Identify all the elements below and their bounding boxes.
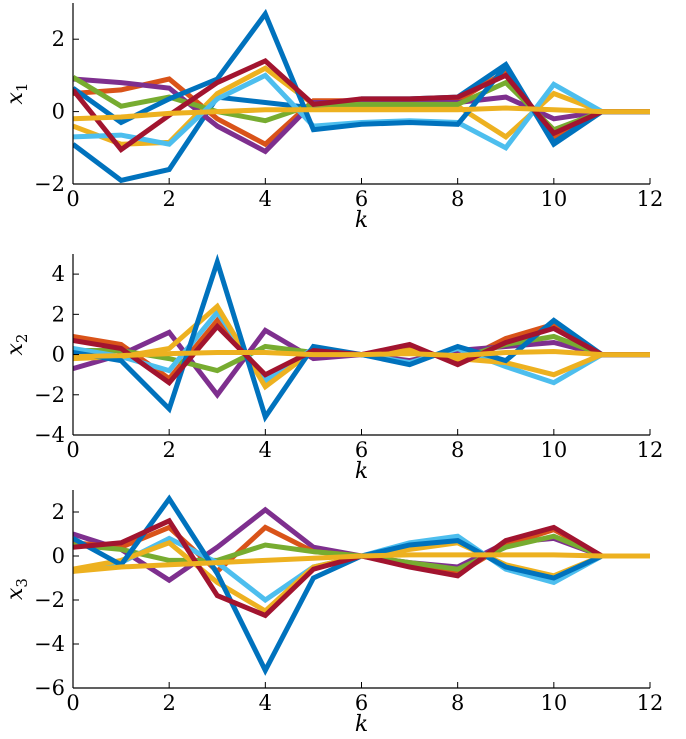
x-tick-label: 2: [162, 438, 175, 462]
x-tick-label: 6: [355, 691, 368, 715]
y-tick-label: 2: [52, 500, 65, 524]
y-tick-label: 0: [52, 100, 65, 124]
x-tick-label: 10: [540, 691, 567, 715]
y-axis-label: x3: [3, 578, 31, 600]
x-tick-label: 10: [540, 187, 567, 211]
y-tick-label: 2: [52, 27, 65, 51]
series-line-8: [73, 348, 650, 360]
x-axis-label: k: [355, 712, 368, 737]
x-tick-label: 12: [637, 691, 664, 715]
x-tick-label: 10: [540, 438, 567, 462]
y-tick-label: −2: [34, 172, 65, 196]
x-tick-label: 4: [259, 187, 272, 211]
series-group: [73, 8, 650, 184]
x-tick-label: 8: [451, 438, 464, 462]
y-tick-label: 2: [52, 302, 65, 326]
y-tick-label: −4: [34, 423, 65, 447]
y-tick-label: 0: [52, 544, 65, 568]
series-line-7: [73, 8, 650, 146]
y-tick-label: 0: [52, 343, 65, 367]
subplot-2: 0 2 4 6 8 10 12 −4 −2 0 2 4 k x2: [3, 254, 663, 484]
x-axis-label: k: [355, 459, 368, 484]
x-tick-label: 2: [162, 187, 175, 211]
x-tick-label: 4: [259, 691, 272, 715]
series-group: [73, 254, 650, 423]
y-tick-label: −2: [34, 383, 65, 407]
y-tick-label: −6: [34, 676, 65, 700]
series-group: [73, 494, 650, 676]
x-tick-label: 2: [162, 691, 175, 715]
x-tick-label: 8: [451, 691, 464, 715]
y-tick-label: −2: [34, 588, 65, 612]
y-tick-label: 4: [52, 262, 65, 286]
x-tick-label: 0: [66, 187, 79, 211]
x-axis-label: k: [355, 208, 368, 233]
y-axis-label: x1: [3, 83, 31, 105]
y-tick-label: −4: [34, 632, 65, 656]
x-tick-label: 6: [355, 438, 368, 462]
x-tick-label: 6: [355, 187, 368, 211]
series-line-8: [73, 552, 650, 574]
x-tick-label: 0: [66, 438, 79, 462]
x-tick-label: 12: [637, 187, 664, 211]
x-tick-label: 12: [637, 438, 664, 462]
x-tick-label: 8: [451, 187, 464, 211]
x-tick-label: 0: [66, 691, 79, 715]
x-tick-label: 4: [259, 438, 272, 462]
y-axis-label: x2: [3, 334, 31, 356]
subplot-3: 0 2 4 6 8 10 12 −6 −4 −2 0 2 k x3: [3, 490, 663, 737]
series-line-9: [73, 105, 650, 122]
series-line-7: [73, 517, 650, 619]
